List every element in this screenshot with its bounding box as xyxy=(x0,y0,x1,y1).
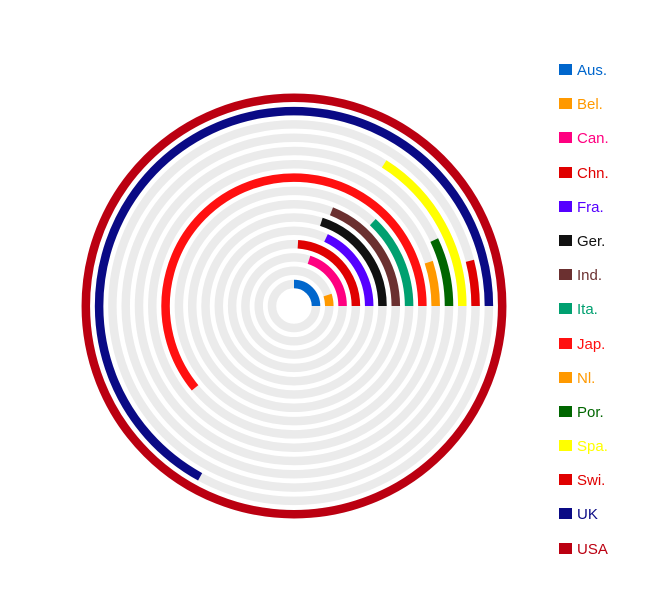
bar-can[interactable] xyxy=(307,255,347,307)
legend-label-spa: Spa. xyxy=(577,438,608,456)
legend-label-swi: Swi. xyxy=(577,472,606,490)
legend-swatch-ita xyxy=(559,303,572,315)
legend-swatch-bel xyxy=(559,98,572,110)
legend-swatch-fra xyxy=(559,200,572,212)
legend-label-aus: Aus. xyxy=(577,62,608,79)
legend-label-can: Can. xyxy=(577,130,609,148)
legend-swatch-jap xyxy=(559,337,572,349)
legend-label-jap: Jap. xyxy=(577,335,606,353)
legend-label-bel: Bel. xyxy=(577,96,603,114)
legend-swatch-usa xyxy=(559,542,572,554)
chart-bars xyxy=(81,93,507,519)
legend-label-usa: USA xyxy=(577,540,608,558)
bar-uk[interactable] xyxy=(94,106,494,481)
legend-label-fra: Fra. xyxy=(577,198,604,216)
bar-por[interactable] xyxy=(430,238,454,307)
legend-label-nl: Nl. xyxy=(577,369,596,387)
legend-swatch-can xyxy=(559,132,572,144)
bar-ger[interactable] xyxy=(319,217,387,307)
legend-swatch-chn xyxy=(559,166,572,178)
bar-chn[interactable] xyxy=(297,239,361,307)
legend-swatch-ger xyxy=(559,234,572,246)
legend-label-por: Por. xyxy=(577,403,604,421)
legend-swatch-spa xyxy=(559,440,572,452)
bar-ind[interactable] xyxy=(329,207,401,307)
track-ring-por xyxy=(134,146,454,466)
bar-swi[interactable] xyxy=(465,259,480,307)
bar-bel[interactable] xyxy=(323,293,334,307)
bar-jap[interactable] xyxy=(161,173,427,391)
bar-aus[interactable] xyxy=(293,279,321,307)
legend-label-ita: Ita. xyxy=(577,301,598,319)
bar-fra[interactable] xyxy=(324,234,374,307)
legend-label-chn: Chn. xyxy=(577,164,609,182)
legend-label-uk: UK xyxy=(577,506,598,524)
legend-label-ind: Ind. xyxy=(577,267,603,285)
legend-swatch-nl xyxy=(559,371,572,383)
bar-usa[interactable] xyxy=(81,93,507,519)
bar-spa[interactable] xyxy=(381,160,467,307)
bar-nl[interactable] xyxy=(424,260,440,307)
legend-swatch-uk xyxy=(559,508,572,520)
legend-swatch-ind xyxy=(559,269,572,281)
legend-swatch-swi xyxy=(559,474,572,486)
bar-ita[interactable] xyxy=(369,218,414,307)
legend-swatch-por xyxy=(559,405,572,417)
legend-label-ger: Ger. xyxy=(577,232,606,250)
legend-swatch-aus xyxy=(559,64,572,75)
